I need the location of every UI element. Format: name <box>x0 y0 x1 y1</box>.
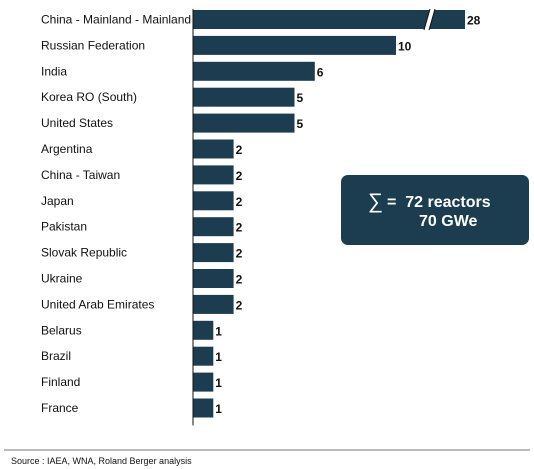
value-label: 2 <box>236 195 243 209</box>
bar <box>193 10 465 29</box>
category-label: Ukraine <box>41 272 83 286</box>
category-label: Russian Federation <box>41 38 145 52</box>
sum-symbol: ∑ <box>368 190 383 213</box>
value-label: 28 <box>467 14 481 28</box>
bar <box>193 320 214 340</box>
value-label: 2 <box>236 298 243 312</box>
value-label: 2 <box>236 273 243 287</box>
reactor-count: 72 reactors <box>405 194 491 211</box>
category-label: Pakistan <box>41 220 87 234</box>
summary-capacity: 70 GWe <box>419 213 478 230</box>
bar <box>193 294 234 314</box>
value-label: 1 <box>215 402 222 416</box>
category-label: Brazil <box>41 349 71 363</box>
value-label: 1 <box>215 324 222 338</box>
value-label: 2 <box>236 247 243 261</box>
bar <box>193 398 214 418</box>
bar <box>193 243 234 263</box>
sum-equals: = <box>386 194 397 211</box>
value-label: 10 <box>398 39 412 53</box>
bar <box>193 113 295 133</box>
category-label: United States <box>41 116 113 130</box>
category-label: United Arab Emirates <box>41 297 154 311</box>
value-label: 6 <box>317 65 324 79</box>
bar <box>193 139 234 159</box>
value-label: 2 <box>236 143 243 157</box>
category-label: China - Mainland - Mainland <box>41 13 191 27</box>
axis-break-line <box>423 8 431 31</box>
bar <box>193 217 234 237</box>
category-label: Slovak Republic <box>41 246 127 260</box>
category-label: India <box>41 64 67 78</box>
category-label: Korea RO (South) <box>41 90 137 104</box>
bar <box>193 165 234 185</box>
value-label: 5 <box>297 117 304 131</box>
value-label: 2 <box>236 221 243 235</box>
bar <box>193 372 214 392</box>
axis-break-line <box>428 8 436 31</box>
bar <box>193 61 315 81</box>
value-label: 1 <box>215 376 222 390</box>
category-label: Argentina <box>41 142 93 156</box>
source-note: Source : IAEA, WNA, Roland Berger analys… <box>11 456 192 466</box>
value-label: 5 <box>297 91 304 105</box>
category-label: China - Taiwan <box>41 168 120 182</box>
summary-total-reactors: ∑ = 72 reactors <box>368 189 491 213</box>
value-label: 1 <box>215 350 222 364</box>
category-label: France <box>41 401 79 415</box>
value-label: 2 <box>236 169 243 183</box>
axis-break-gap <box>424 9 435 30</box>
bar <box>193 191 234 211</box>
bar <box>193 35 396 55</box>
category-label: Belarus <box>41 323 82 337</box>
bar <box>193 269 234 288</box>
bar <box>193 87 295 107</box>
bar <box>193 346 214 366</box>
category-label: Finland <box>41 375 80 389</box>
summary-box: ∑ = 72 reactors 70 GWe <box>341 175 529 245</box>
category-label: Japan <box>41 194 74 208</box>
